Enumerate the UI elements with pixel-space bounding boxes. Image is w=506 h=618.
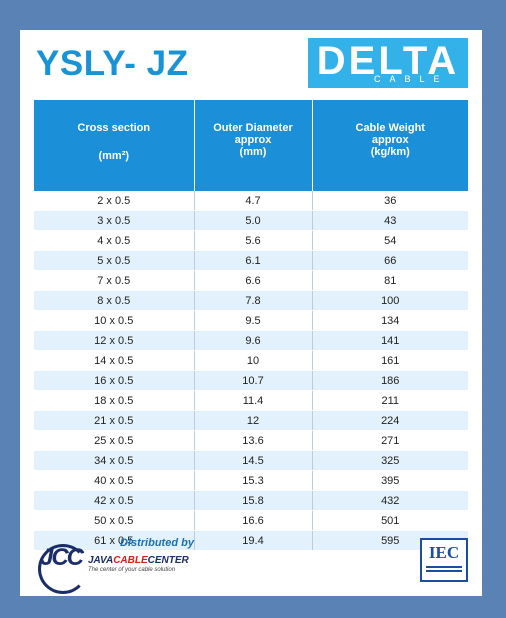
cell-cross-section: 18 x 0.5 — [34, 390, 194, 411]
cell-outer-diameter: 4.7 — [193, 191, 312, 211]
cell-cross-section: 21 x 0.5 — [34, 410, 194, 431]
table-row: 7 x 0.5 6.6 81 — [34, 270, 468, 291]
iec-logo: IEC — [420, 538, 468, 582]
header-outer-diameter: Outer Diameter approx (mm) — [193, 100, 312, 191]
cell-cable-weight: 66 — [311, 250, 468, 271]
table-row: 42 x 0.5 15.8 432 — [34, 490, 468, 511]
table-row: 12 x 0.5 9.6 141 — [34, 330, 468, 351]
cell-outer-diameter: 15.8 — [193, 490, 312, 511]
table-row: 16 x 0.5 10.7 186 — [34, 370, 468, 391]
table-row: 5 x 0.5 6.1 66 — [34, 250, 468, 271]
cell-cable-weight: 81 — [311, 270, 468, 291]
cell-cable-weight: 36 — [311, 191, 468, 211]
cell-cable-weight: 43 — [311, 210, 468, 231]
cell-outer-diameter: 6.6 — [193, 270, 312, 291]
cell-cross-section: 5 x 0.5 — [34, 250, 194, 271]
cell-cable-weight: 432 — [311, 490, 468, 511]
table-body: 2 x 0.5 4.7 36 3 x 0.5 5.0 43 4 x 0.5 5.6 54 5 x … — [34, 191, 468, 551]
cell-cross-section: 3 x 0.5 — [34, 210, 194, 231]
cell-cable-weight: 211 — [311, 390, 468, 411]
cell-cable-weight: 501 — [311, 510, 468, 531]
distributed-by-label: Distributed by — [120, 537, 194, 549]
table-row: 2 x 0.5 4.7 36 — [34, 191, 468, 211]
brand-name-text: DELTA — [316, 39, 460, 83]
table-row: 3 x 0.5 5.0 43 — [34, 210, 468, 231]
cell-outer-diameter: 9.6 — [193, 330, 312, 351]
cell-outer-diameter: 10 — [193, 350, 312, 371]
cell-outer-diameter: 6.1 — [193, 250, 312, 271]
cell-outer-diameter: 14.5 — [193, 450, 312, 471]
cell-cross-section: 16 x 0.5 — [34, 370, 194, 391]
table-row: 21 x 0.5 12 224 — [34, 410, 468, 431]
cell-cable-weight: 54 — [311, 230, 468, 251]
brand-sub: CABLE — [374, 74, 449, 84]
cell-outer-diameter: 9.5 — [193, 310, 312, 331]
table-row: 40 x 0.5 15.3 395 — [34, 470, 468, 491]
header-cable-weight: Cable Weight approx (kg/km) — [311, 100, 468, 191]
cell-cross-section: 42 x 0.5 — [34, 490, 194, 511]
cell-cable-weight: 100 — [311, 290, 468, 311]
table-header-row: Cross section (mm²) Outer Diameter appro… — [34, 100, 468, 191]
cell-cable-weight: 186 — [311, 370, 468, 391]
table-row: 14 x 0.5 10 161 — [34, 350, 468, 371]
table-row: 50 x 0.5 16.6 501 — [34, 510, 468, 531]
table-row: 25 x 0.5 13.6 271 — [34, 430, 468, 451]
cell-outer-diameter: 10.7 — [193, 370, 312, 391]
cell-cable-weight: 141 — [311, 330, 468, 351]
cell-outer-diameter: 7.8 — [193, 290, 312, 311]
header-cross-section: Cross section (mm²) — [34, 100, 194, 191]
distributor-logo: Distributed by JCC JAVACABLECENTER The c… — [38, 534, 230, 594]
cell-cable-weight: 325 — [311, 450, 468, 471]
cell-cross-section: 7 x 0.5 — [34, 270, 194, 291]
cell-cross-section: 25 x 0.5 — [34, 430, 194, 451]
table-row: 18 x 0.5 11.4 211 — [34, 390, 468, 411]
cell-cable-weight: 271 — [311, 430, 468, 451]
table-row: 34 x 0.5 14.5 325 — [34, 450, 468, 471]
spec-table: Cross section (mm²) Outer Diameter appro… — [34, 100, 468, 551]
cell-outer-diameter: 5.0 — [193, 210, 312, 231]
cell-outer-diameter: 19.4 — [193, 530, 312, 551]
cell-cross-section: 34 x 0.5 — [34, 450, 194, 471]
cell-cable-weight: 224 — [311, 410, 468, 431]
cell-cross-section: 2 x 0.5 — [34, 191, 194, 211]
cell-cable-weight: 395 — [311, 470, 468, 491]
cell-outer-diameter: 5.6 — [193, 230, 312, 251]
table-row: 4 x 0.5 5.6 54 — [34, 230, 468, 251]
datasheet-card: YSLY- JZ DELTA CABLE Cross section (mm²)… — [20, 30, 482, 596]
jcc-mark: JCC — [40, 544, 84, 571]
cell-cable-weight: 161 — [311, 350, 468, 371]
cell-cross-section: 8 x 0.5 — [34, 290, 194, 311]
cell-outer-diameter: 15.3 — [193, 470, 312, 491]
cell-outer-diameter: 11.4 — [193, 390, 312, 411]
product-title: YSLY- JZ — [36, 44, 189, 83]
cell-cross-section: 12 x 0.5 — [34, 330, 194, 351]
cell-cross-section: 14 x 0.5 — [34, 350, 194, 371]
table-row: 8 x 0.5 7.8 100 — [34, 290, 468, 311]
distributor-name: JAVACABLECENTER — [88, 555, 189, 566]
delta-cable-logo: DELTA CABLE — [308, 38, 468, 88]
cell-cable-weight: 134 — [311, 310, 468, 331]
jcc-ring-icon — [38, 544, 88, 594]
brand-name: DELTA — [308, 39, 468, 84]
cell-cross-section: 4 x 0.5 — [34, 230, 194, 251]
table-row: 10 x 0.5 9.5 134 — [34, 310, 468, 331]
iec-label: IEC — [428, 543, 460, 562]
cell-outer-diameter: 16.6 — [193, 510, 312, 531]
cell-cross-section: 10 x 0.5 — [34, 310, 194, 331]
cell-cross-section: 50 x 0.5 — [34, 510, 194, 531]
cell-outer-diameter: 13.6 — [193, 430, 312, 451]
distributor-slogan: The center of your cable solution — [88, 567, 176, 573]
cell-outer-diameter: 12 — [193, 410, 312, 431]
iec-bars-icon — [426, 566, 462, 574]
cell-cross-section: 40 x 0.5 — [34, 470, 194, 491]
